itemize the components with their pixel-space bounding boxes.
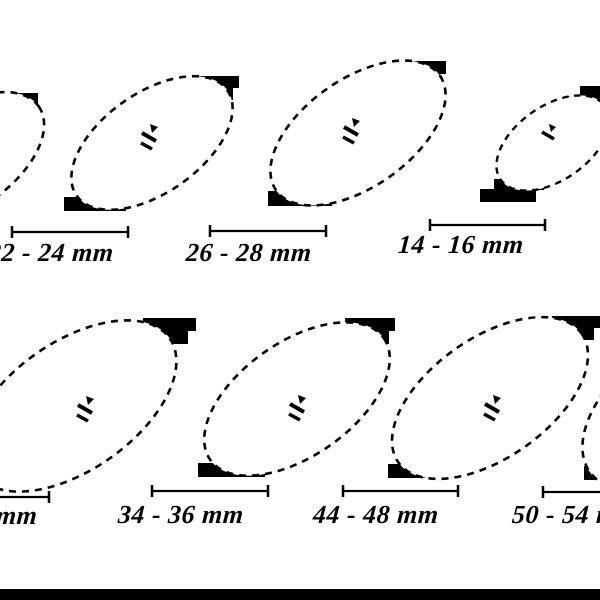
watch-hands-icon	[76, 396, 94, 423]
bottom-bar	[0, 589, 600, 600]
measure-line-34-36	[150, 485, 270, 497]
hand-stroke	[541, 130, 555, 141]
hand-dot	[549, 124, 556, 132]
watch-44-48	[388, 315, 600, 481]
band-stub-bottom-step	[480, 189, 536, 202]
size-label-50-54: 50 - 54 mm	[511, 500, 600, 529]
watch-hands-icon	[342, 118, 360, 145]
size-label-26-28: 26 - 28 mm	[185, 238, 313, 267]
watch-face	[495, 94, 600, 192]
size-label-44-48: 44 - 48 mm	[312, 500, 440, 529]
size-label-truncated: mm	[0, 501, 39, 530]
hand-dot	[86, 396, 94, 405]
watch-50-54-partial	[581, 307, 600, 493]
watch-14-16	[480, 86, 600, 202]
hand-stroke	[140, 141, 153, 151]
watch-face	[202, 321, 392, 477]
hand-stroke	[289, 402, 305, 414]
watch-hands-icon	[288, 395, 306, 422]
size-label-22-24: 22 - 24 mm	[0, 238, 115, 267]
measure-line-22-24	[10, 226, 130, 238]
watch-hands-icon	[140, 124, 158, 151]
measure-line-50-54	[541, 486, 600, 498]
size-label-34-36: 34 - 36 mm	[117, 500, 245, 529]
watch-26-28	[268, 59, 447, 207]
watch-hands-icon	[541, 124, 556, 141]
hand-stroke	[77, 403, 93, 415]
watch-34-36	[198, 318, 395, 477]
hand-stroke	[343, 125, 359, 137]
watch-22-24	[64, 74, 239, 212]
hand-dot	[493, 395, 501, 404]
hand-dot	[150, 124, 158, 133]
hand-stroke	[141, 131, 157, 143]
measure-line-26-28	[208, 225, 328, 237]
measure-line-14-16	[428, 219, 547, 231]
watch-face	[0, 319, 178, 493]
band-stub-top	[580, 86, 600, 98]
hand-dot	[298, 395, 306, 404]
measure-line-44-48	[341, 485, 460, 497]
watch-face	[390, 315, 590, 481]
hand-stroke	[342, 135, 355, 145]
hand-stroke	[484, 402, 500, 414]
watch-partial-top-left	[0, 90, 46, 226]
hand-dot	[352, 118, 360, 127]
watch-face	[70, 74, 234, 212]
watch-truncated-left	[0, 318, 196, 493]
size-label-14-16: 14 - 16 mm	[397, 230, 525, 259]
watch-hands-icon	[483, 395, 501, 422]
measure-line-truncated-left	[0, 491, 51, 503]
hand-stroke	[288, 412, 301, 422]
watch-face	[0, 90, 46, 226]
hand-stroke	[483, 412, 496, 422]
hand-stroke	[76, 413, 89, 423]
